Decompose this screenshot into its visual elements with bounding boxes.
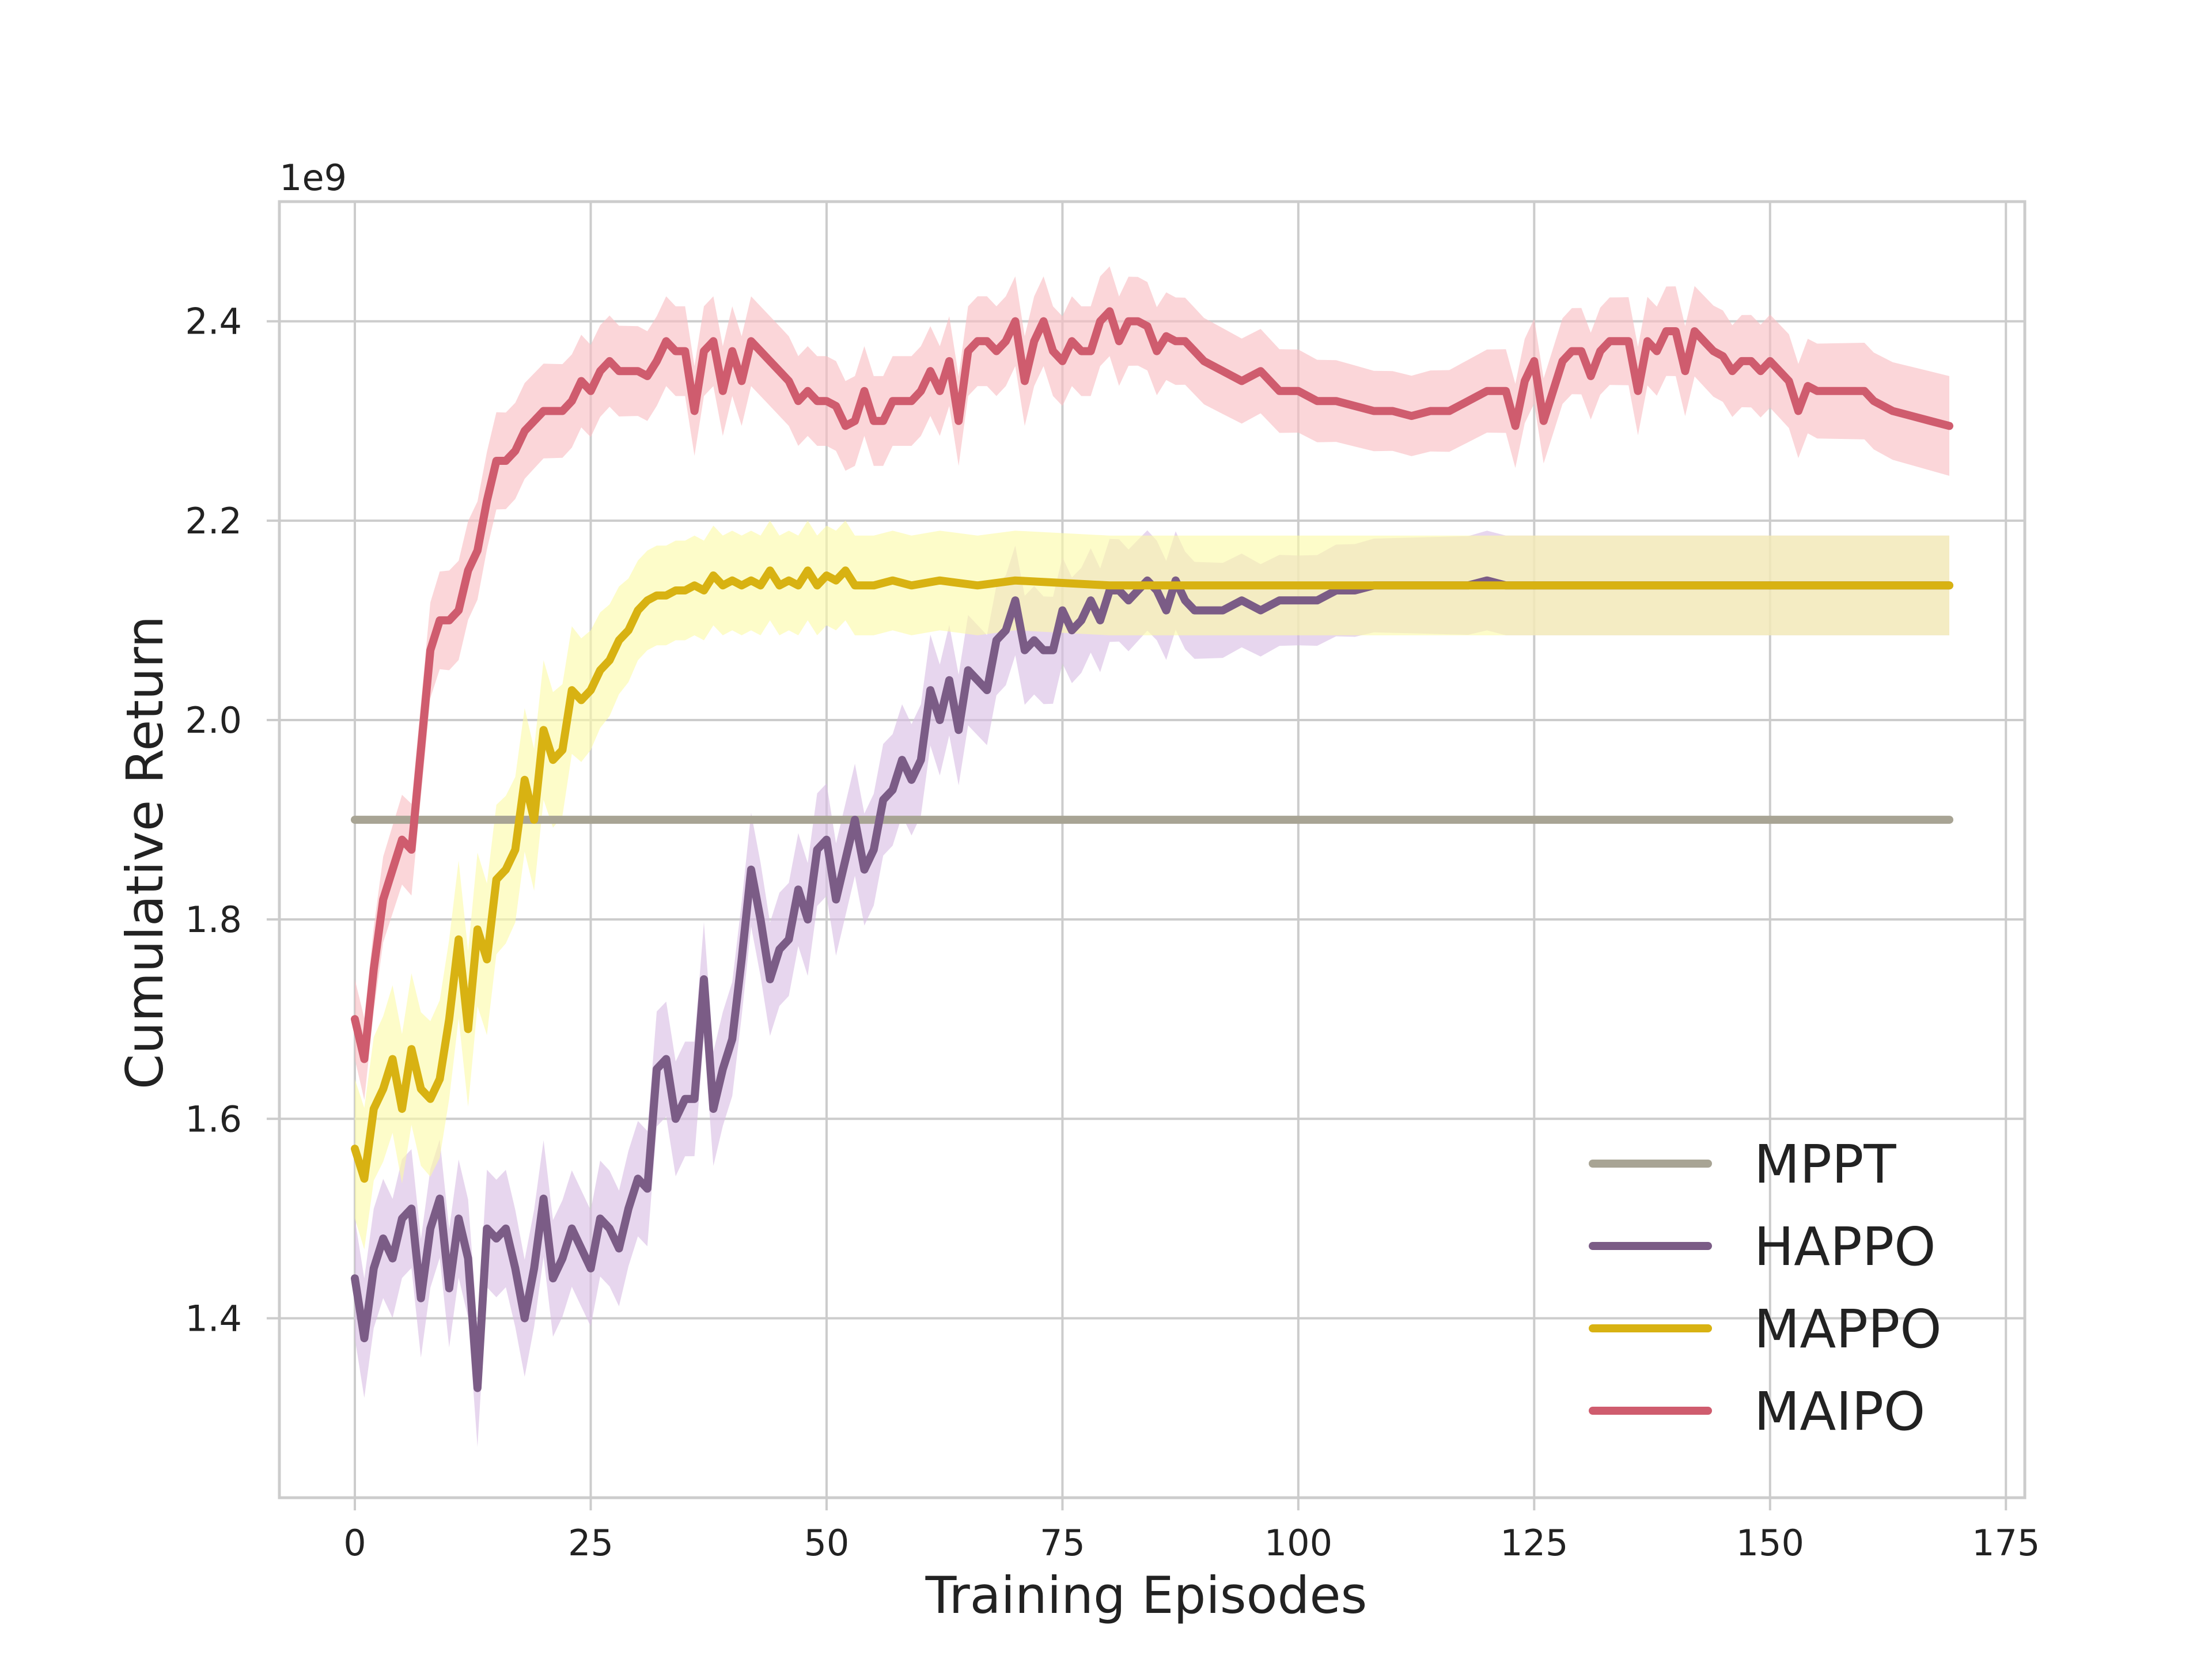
legend-label-mppt: MPPT [1754,1134,1896,1195]
mappo-band [355,520,1949,1249]
y-tick-label: 1.6 [185,1098,242,1140]
y-tick-label: 2.4 [185,301,242,343]
legend-label-maipo: MAIPO [1754,1381,1925,1442]
y-tick-label: 2.2 [185,500,242,542]
y-axis-label: Cumulative Return [115,616,175,1089]
x-tick-label: 0 [343,1522,366,1564]
x-tick-label: 50 [804,1522,849,1564]
confidence-bands [355,266,1949,1447]
x-tick-label: 100 [1264,1522,1332,1564]
series-lines [351,307,1953,1392]
maipo-line [351,307,1953,1063]
x-axis-label: Training Episodes [925,1566,1368,1625]
y-tick-labels: 1.4 1.6 1.8 2.0 2.2 2.4 [185,301,279,1339]
maipo-band [355,266,1949,1100]
legend: MPPT HAPPO MAPPO MAIPO [1589,1134,1942,1442]
x-tick-label: 175 [1972,1522,2040,1564]
x-tick-label: 150 [1736,1522,1804,1564]
x-tick-label: 75 [1040,1522,1085,1564]
y-tick-label: 2.0 [185,699,242,741]
y-tick-label: 1.4 [185,1297,242,1339]
happo-line [351,576,1953,1392]
y-axis-multiplier: 1e9 [279,157,347,199]
x-tick-label: 25 [568,1522,613,1564]
x-tick-label: 125 [1500,1522,1568,1564]
mappo-line [351,566,1953,1183]
legend-label-happo: HAPPO [1754,1216,1936,1278]
legend-label-mappo: MAPPO [1754,1298,1942,1360]
x-tick-labels: 0 25 50 75 100 125 150 175 [343,1498,2040,1564]
plot-frame [278,200,2027,1499]
y-tick-label: 1.8 [185,899,242,941]
